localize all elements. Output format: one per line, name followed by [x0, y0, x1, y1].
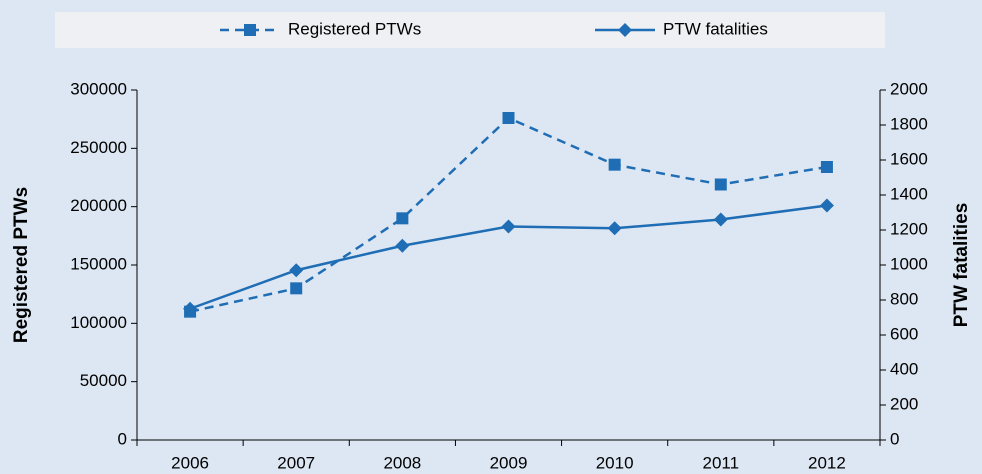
marker [396, 212, 409, 225]
marker [244, 24, 256, 36]
y-tick-label: 0 [118, 429, 127, 448]
marker [713, 212, 728, 227]
y2-tick-label: 400 [890, 359, 918, 378]
x-tick-label: 2012 [808, 453, 846, 472]
marker [289, 263, 304, 278]
legend-label: Registered PTWs [288, 19, 421, 38]
y-axis-title: Registered PTWs [11, 187, 32, 343]
y-tick-label: 250000 [70, 138, 127, 157]
x-tick-label: 2011 [703, 453, 740, 472]
y2-tick-label: 800 [890, 289, 918, 308]
marker [608, 158, 621, 171]
y2-tick-label: 1800 [890, 114, 928, 133]
y2-tick-label: 600 [890, 324, 918, 343]
marker [502, 112, 515, 124]
legend-band [55, 12, 885, 48]
y2-axis-title: PTW fatalities [951, 203, 972, 328]
y-tick-label: 300000 [70, 79, 127, 98]
series-line [189, 116, 828, 313]
marker [183, 301, 198, 316]
x-tick-label: 2010 [596, 453, 634, 472]
x-tick-label: 2008 [383, 453, 421, 472]
x-tick-label: 2009 [490, 453, 528, 472]
legend-label: PTW fatalities [663, 19, 768, 38]
marker [714, 178, 727, 191]
y-tick-label: 100000 [70, 313, 127, 332]
y2-tick-label: 200 [890, 394, 918, 413]
y2-tick-label: 2000 [890, 79, 928, 98]
marker [607, 221, 622, 236]
marker [618, 23, 632, 37]
marker [395, 238, 410, 253]
y2-tick-label: 1200 [890, 219, 928, 238]
y2-tick-label: 0 [890, 429, 899, 448]
y-tick-label: 200000 [70, 196, 127, 215]
marker [819, 198, 834, 213]
y-tick-label: 50000 [80, 371, 127, 390]
y2-tick-label: 1000 [890, 254, 928, 273]
y-tick-label: 150000 [70, 254, 127, 273]
marker [820, 161, 833, 173]
y2-tick-label: 1400 [890, 184, 928, 203]
x-tick-label: 2007 [277, 453, 315, 472]
x-tick-label: 2006 [171, 453, 209, 472]
marker [501, 219, 516, 234]
marker [290, 282, 303, 295]
y2-tick-label: 1600 [890, 149, 928, 168]
